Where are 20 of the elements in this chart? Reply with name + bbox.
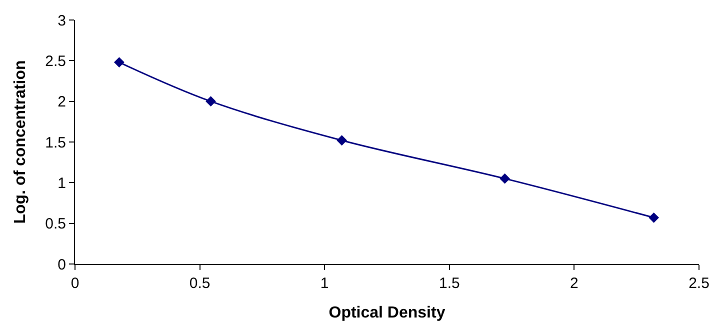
x-axis-title: Optical Density	[328, 304, 446, 322]
point	[648, 212, 660, 223]
x-tick-label: 1.5	[438, 275, 460, 292]
y-tick-label: 0.5	[45, 216, 66, 233]
y-tick-label: 1	[58, 174, 66, 192]
x-tick-label: 0.5	[189, 275, 210, 292]
y-tick-label: 3	[58, 12, 66, 30]
y-tick-label: 2.5	[45, 52, 66, 70]
x-tick-label: 1	[320, 275, 329, 292]
x-tick-label: 2	[570, 275, 578, 292]
point	[206, 96, 216, 107]
point	[114, 57, 124, 68]
x-tick-label: 2.5	[688, 275, 710, 292]
point	[336, 135, 348, 146]
y-tick-label: 1.5	[45, 134, 66, 152]
y-tick-label: 0	[58, 256, 66, 274]
y-axis-title: Log. of concentration	[12, 60, 30, 224]
x-tick-label: 0	[70, 275, 80, 292]
point	[500, 173, 510, 184]
y-tick-label: 2	[58, 94, 66, 111]
